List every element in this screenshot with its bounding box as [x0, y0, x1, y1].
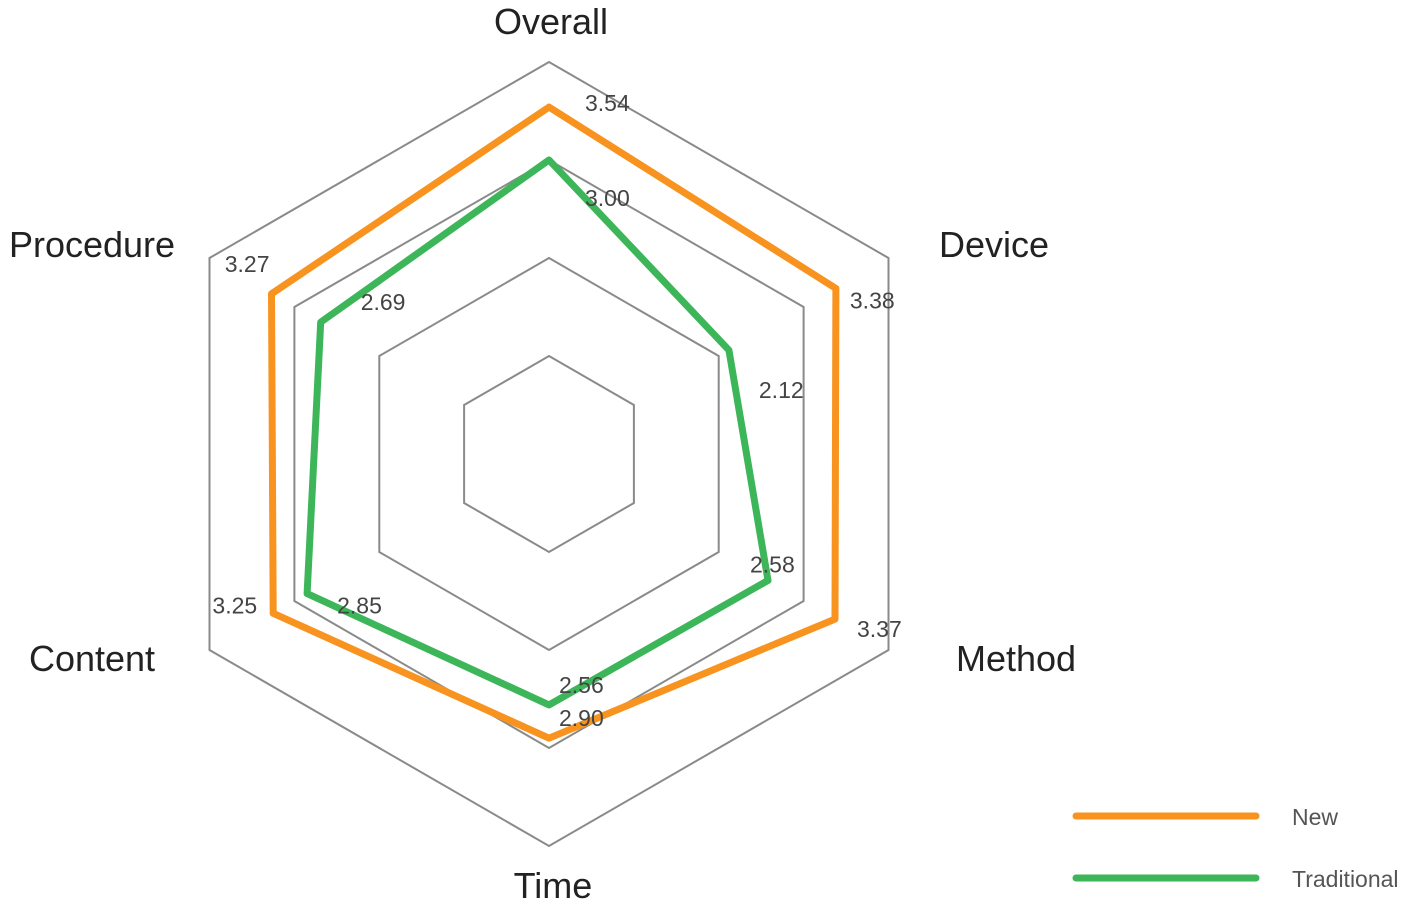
value-label-traditional-method: 2.58	[750, 551, 795, 577]
axis-label-time: Time	[514, 865, 593, 906]
value-label-new-content: 3.25	[212, 592, 257, 618]
legend-label-traditional: Traditional	[1292, 866, 1399, 892]
value-label-traditional-procedure: 2.69	[361, 289, 406, 315]
legend-label-new: New	[1292, 804, 1338, 830]
series-line-traditional	[303, 156, 772, 709]
radar-grid	[208, 60, 890, 848]
value-label-new-method: 3.37	[857, 616, 902, 642]
legend: New Traditional	[1072, 804, 1399, 892]
value-label-new-time: 2.90	[559, 705, 604, 731]
series-layer	[268, 103, 840, 742]
grid-ring-1	[463, 354, 635, 554]
axis-label-procedure: Procedure	[9, 224, 175, 265]
axis-label-device: Device	[939, 224, 1049, 265]
series-line-new	[268, 103, 840, 742]
value-label-traditional-content: 2.85	[337, 593, 382, 619]
grid-ring-3	[293, 158, 805, 750]
grid-ring-2	[378, 256, 720, 652]
value-label-new-overall: 3.54	[585, 90, 630, 116]
axis-label-content: Content	[29, 638, 155, 679]
axis-label-method: Method	[956, 638, 1076, 679]
axis-label-overall: Overall	[494, 1, 608, 42]
value-label-traditional-device: 2.12	[759, 377, 804, 403]
value-labels: 3.54 3.38 3.37 2.90 3.25 3.27 3.00 2.12 2.58 2.56…	[212, 90, 901, 731]
value-label-traditional-time: 2.56	[559, 672, 604, 698]
axis-labels: Overall Device Method Time Content Procedure	[9, 1, 1076, 906]
value-label-new-device: 3.38	[850, 287, 895, 313]
value-label-new-procedure: 3.27	[225, 251, 270, 277]
value-label-traditional-overall: 3.00	[585, 185, 630, 211]
grid-ring-4	[208, 60, 890, 848]
